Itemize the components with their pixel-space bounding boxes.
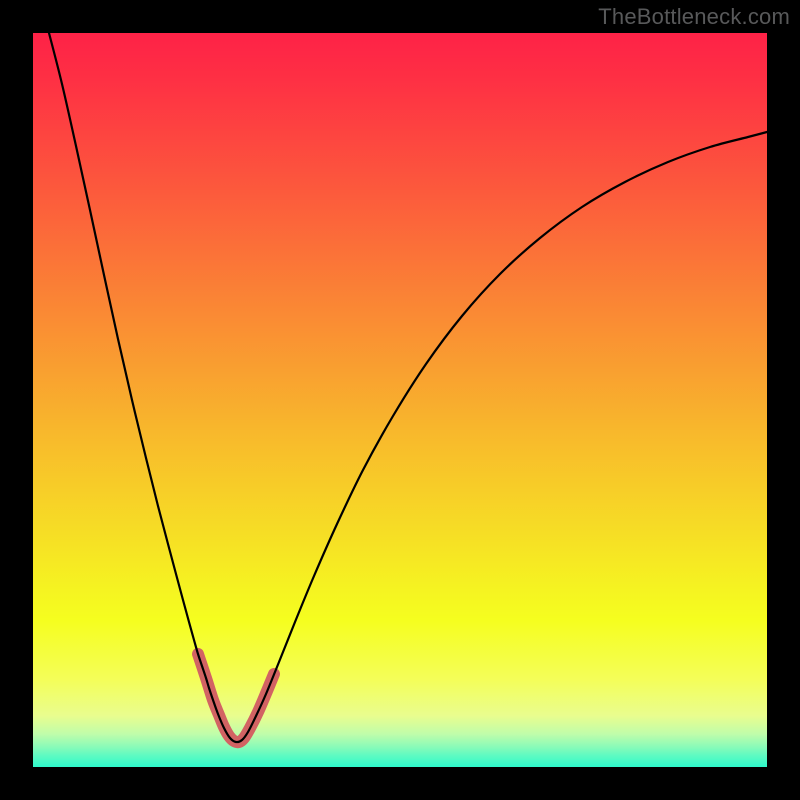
accent-segment bbox=[198, 654, 274, 742]
chart-curve-layer bbox=[33, 33, 767, 767]
watermark-text: TheBottleneck.com bbox=[598, 4, 790, 30]
chart-plot-area bbox=[33, 33, 767, 767]
main-curve bbox=[49, 33, 767, 742]
